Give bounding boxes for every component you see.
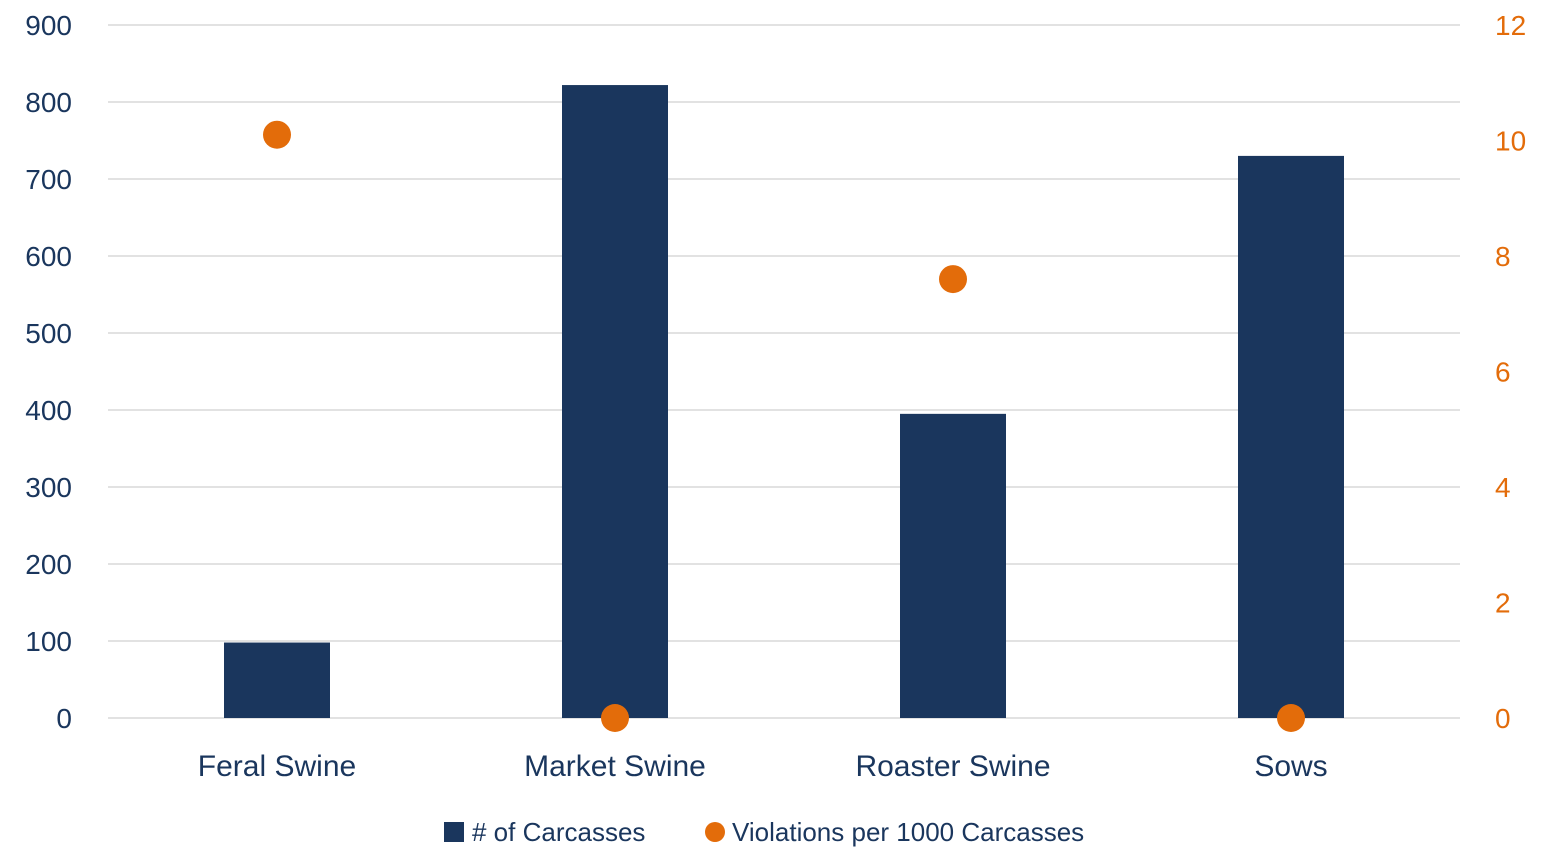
right-y-axis: 0 2 4 6 8 10 12 xyxy=(1495,10,1526,734)
bar-series xyxy=(224,85,1344,718)
category-label: Market Swine xyxy=(524,750,706,783)
left-axis-tick-label: 400 xyxy=(25,395,72,426)
right-axis-tick-label: 12 xyxy=(1495,10,1526,41)
left-axis-tick-label: 300 xyxy=(25,472,72,503)
left-axis-tick-label: 0 xyxy=(56,703,72,734)
category-label: Roaster Swine xyxy=(855,750,1050,783)
point-roaster-swine xyxy=(939,265,967,294)
x-axis: Feral Swine Market Swine Roaster Swine Sows xyxy=(198,750,1328,783)
right-axis-tick-label: 0 xyxy=(1495,703,1511,734)
category-label: Sows xyxy=(1254,750,1327,783)
bar-sows xyxy=(1238,155,1344,718)
point-feral-swine xyxy=(263,120,291,149)
left-axis-tick-label: 900 xyxy=(25,10,72,41)
legend-marker-label: Violations per 1000 Carcasses xyxy=(732,817,1084,847)
left-axis-tick-label: 600 xyxy=(25,241,72,272)
right-axis-tick-label: 8 xyxy=(1495,241,1511,272)
point-sows xyxy=(1277,704,1305,732)
bar-market-swine xyxy=(562,85,668,718)
legend-marker-swatch xyxy=(705,822,725,842)
right-axis-tick-label: 2 xyxy=(1495,588,1511,619)
bar-feral-swine xyxy=(224,642,330,718)
left-axis-tick-label: 100 xyxy=(25,626,72,657)
bar-roaster-swine xyxy=(900,413,1006,718)
right-axis-tick-label: 6 xyxy=(1495,357,1511,388)
legend-bar-label: # of Carcasses xyxy=(472,817,645,847)
point-market-swine xyxy=(601,704,629,732)
left-axis-tick-label: 800 xyxy=(25,87,72,118)
scatter-series xyxy=(263,120,1305,732)
legend-bar-swatch xyxy=(444,822,464,842)
left-axis-tick-label: 500 xyxy=(25,318,72,349)
left-axis-tick-label: 700 xyxy=(25,164,72,195)
category-label: Feral Swine xyxy=(198,750,356,783)
right-axis-tick-label: 4 xyxy=(1495,472,1511,503)
right-axis-tick-label: 10 xyxy=(1495,126,1526,157)
legend: # of Carcasses Violations per 1000 Carcas… xyxy=(444,817,1084,847)
left-axis-tick-label: 200 xyxy=(25,549,72,580)
gridlines xyxy=(108,24,1460,719)
left-y-axis: 0 100 200 300 400 500 600 700 800 900 xyxy=(25,10,72,734)
